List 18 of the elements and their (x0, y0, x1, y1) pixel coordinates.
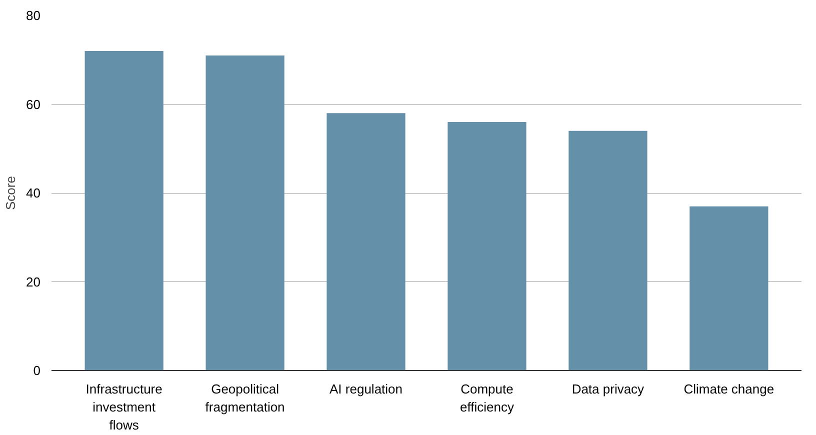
y-tick-label: 60 (26, 96, 41, 112)
bar (206, 55, 284, 370)
x-tick-label: Infrastructure investment flows (86, 382, 162, 432)
x-tick-label: Compute efficiency (460, 382, 514, 414)
bar (84, 51, 164, 370)
y-axis-title: Score (3, 176, 18, 210)
x-tick-label: Data privacy (572, 382, 645, 396)
x-tick-label: AI regulation (330, 382, 403, 396)
y-tick-label: 40 (26, 186, 41, 200)
y-tick-label: 0 (33, 363, 41, 378)
bar (448, 122, 526, 370)
x-tick-label: Geopolitical fragmentation (205, 382, 285, 414)
bar (568, 130, 648, 370)
y-tick-label: 80 (26, 8, 41, 23)
y-tick-label: 20 (26, 274, 41, 290)
x-tick-label: Climate change (684, 382, 774, 396)
bar (326, 113, 406, 370)
bar (690, 206, 768, 370)
